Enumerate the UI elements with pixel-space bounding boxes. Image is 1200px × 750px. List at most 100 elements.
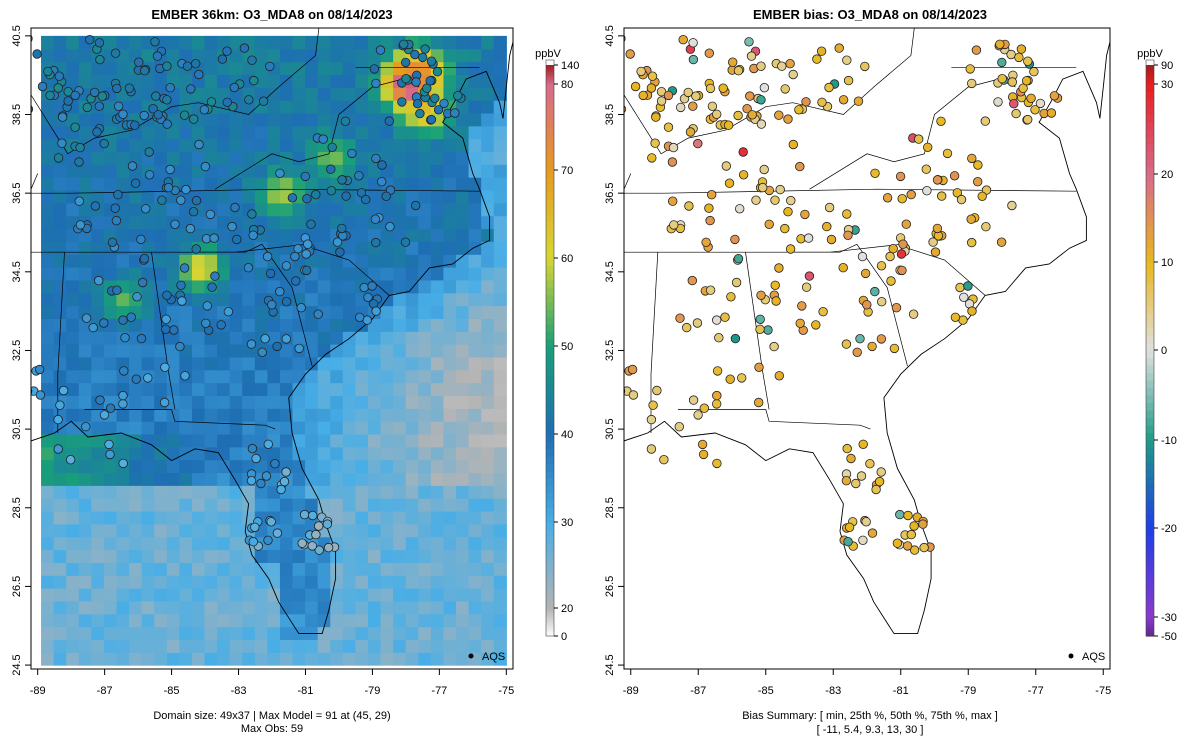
station-point <box>262 251 273 262</box>
grid-cell <box>141 549 155 563</box>
grid-cell <box>481 549 495 563</box>
grid-cell <box>179 523 193 538</box>
bias-point <box>691 91 701 101</box>
bias-point <box>687 275 698 286</box>
grid-cell <box>317 202 331 217</box>
colorbar-swatch <box>1146 617 1154 620</box>
grid-cell <box>91 523 105 538</box>
station-point <box>313 309 323 319</box>
grid-cell <box>78 613 92 628</box>
bias-point <box>712 109 722 120</box>
station-point <box>265 268 276 279</box>
grid-cell <box>179 138 193 153</box>
bias-point <box>876 467 886 477</box>
station-point <box>263 439 274 450</box>
grid-cell <box>217 613 231 628</box>
grid-cell <box>481 344 495 358</box>
colorbar-swatch <box>1146 432 1154 441</box>
bias-point <box>843 75 854 86</box>
station-point <box>93 275 104 286</box>
grid-cell <box>41 318 55 332</box>
grid-cell <box>430 408 445 422</box>
grid-cell <box>430 382 445 397</box>
grid-cell <box>481 74 495 88</box>
grid-cell <box>41 549 55 563</box>
bias-point <box>769 341 779 352</box>
grid-cell <box>493 331 507 345</box>
grid-cell <box>405 228 419 242</box>
grid-cell <box>405 356 419 371</box>
bias-point <box>688 395 699 405</box>
bias-point <box>800 209 810 220</box>
grid-cell <box>292 408 306 422</box>
grid-cell <box>41 356 55 371</box>
station-point <box>113 189 123 200</box>
grid-cell <box>456 215 470 230</box>
grid-cell <box>305 600 319 615</box>
grid-cell <box>191 588 206 602</box>
grid-cell <box>380 369 394 384</box>
colorbar-swatch <box>1146 365 1154 374</box>
colorbar-swatch <box>546 557 554 566</box>
station-point <box>74 196 85 206</box>
bias-point <box>733 110 743 121</box>
bias-point <box>895 171 906 182</box>
grid-cell <box>330 523 344 538</box>
grid-cell <box>405 498 419 512</box>
grid-cell <box>405 446 419 461</box>
grid-cell <box>41 369 55 384</box>
grid-cell <box>229 356 243 371</box>
bias-point <box>963 281 973 291</box>
bias-point <box>705 215 715 226</box>
colorbar-swatch <box>1146 621 1154 624</box>
grid-cell <box>66 536 80 551</box>
grid-cell <box>468 562 482 576</box>
grid-cell <box>78 369 92 384</box>
grid-cell <box>254 305 268 319</box>
grid-cell <box>141 588 155 602</box>
grid-cell <box>229 35 243 50</box>
grid-cell <box>78 485 92 499</box>
grid-cell <box>217 395 231 409</box>
grid-cell <box>103 536 118 551</box>
grid-cell <box>367 369 382 384</box>
grid-cell <box>456 151 470 165</box>
grid-cell <box>292 395 306 409</box>
bias-point <box>997 57 1007 68</box>
grid-cell <box>292 112 306 127</box>
colorbar-swatch <box>546 69 554 72</box>
grid-cell <box>305 575 319 589</box>
grid-cell <box>456 626 470 640</box>
grid-cell <box>481 87 495 101</box>
grid-cell <box>456 305 470 319</box>
colorbar-tick-label: 60 <box>561 253 573 265</box>
grid-cell <box>443 241 457 255</box>
grid-cell <box>355 549 369 563</box>
grid-cell <box>305 74 319 88</box>
grid-cell <box>254 202 268 217</box>
grid-cell <box>305 331 319 345</box>
colorbar-swatch <box>546 79 554 82</box>
grid-cell <box>267 613 281 628</box>
grid-cell <box>493 369 507 384</box>
station-point <box>297 538 307 548</box>
grid-cell <box>443 421 457 435</box>
grid-cell <box>355 613 369 628</box>
grid-cell <box>342 254 356 268</box>
grid-cell <box>53 356 67 371</box>
grid-cell <box>116 600 130 615</box>
grid-cell <box>229 138 243 153</box>
grid-cell <box>493 613 507 628</box>
grid-cell <box>305 549 319 563</box>
grid-cell <box>468 87 482 101</box>
grid-cell <box>405 549 419 563</box>
grid-cell <box>254 189 268 204</box>
station-point <box>399 39 409 50</box>
grid-cell <box>267 626 281 640</box>
grid-cell <box>355 356 369 371</box>
grid-cell <box>116 498 130 512</box>
grid-cell <box>267 408 281 422</box>
grid-cell <box>317 112 331 127</box>
grid-cell <box>380 228 394 242</box>
bias-point <box>867 341 877 352</box>
